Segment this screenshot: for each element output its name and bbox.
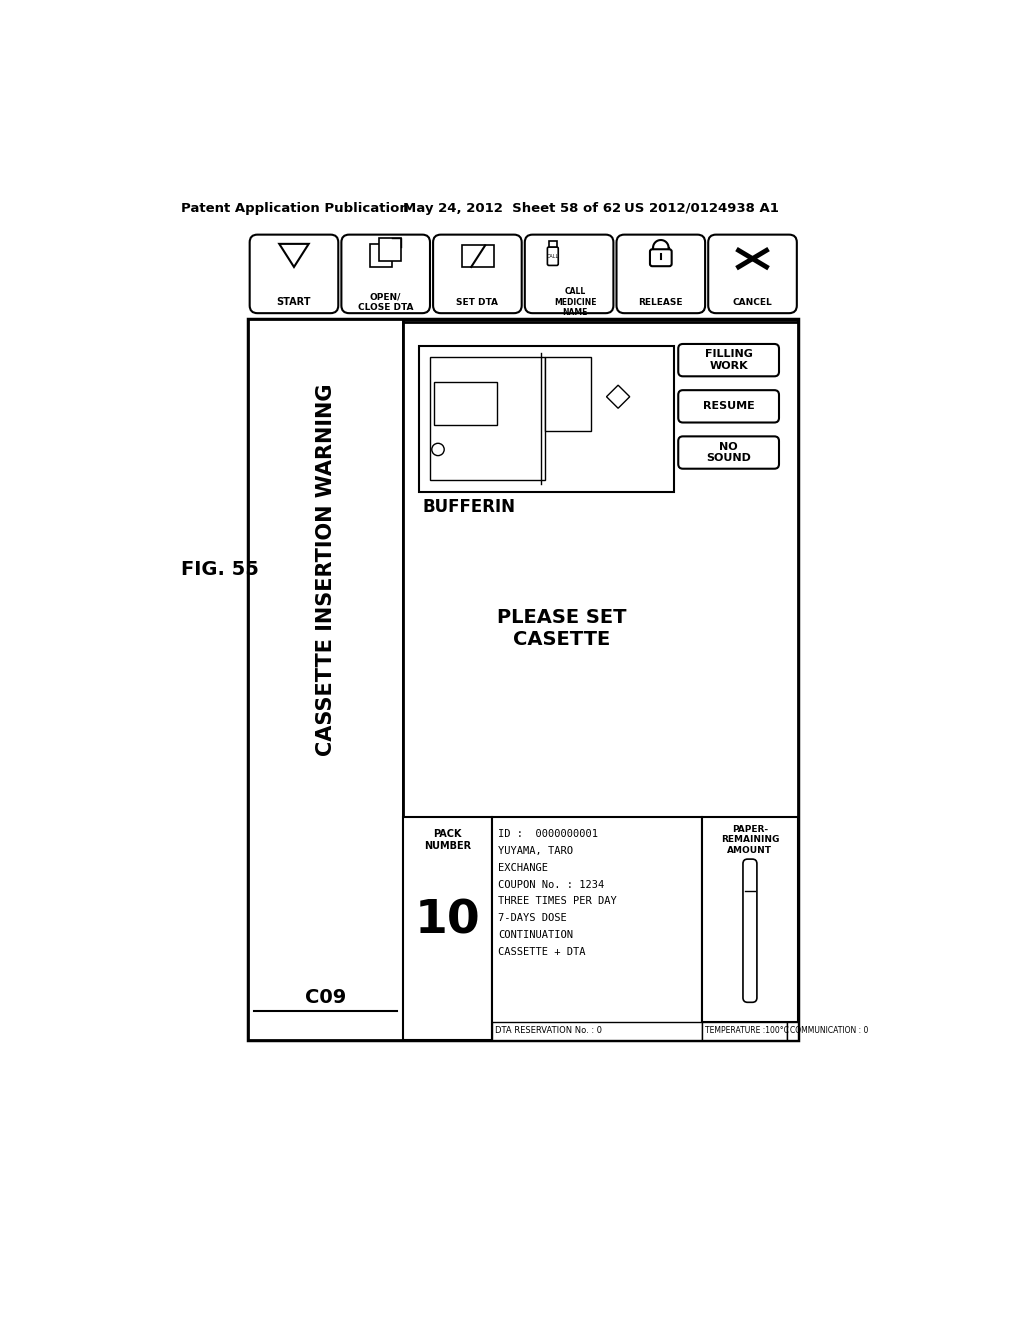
Polygon shape bbox=[462, 246, 495, 267]
Text: OPEN/
CLOSE DTA: OPEN/ CLOSE DTA bbox=[358, 292, 414, 313]
Bar bbox=[430, 356, 546, 480]
Bar bbox=[493, 1022, 701, 1040]
Text: C09: C09 bbox=[305, 989, 346, 1007]
Bar bbox=[403, 817, 493, 1040]
FancyBboxPatch shape bbox=[548, 247, 558, 265]
Text: START: START bbox=[276, 297, 311, 308]
Text: CANCEL: CANCEL bbox=[732, 298, 772, 306]
Text: May 24, 2012  Sheet 58 of 62: May 24, 2012 Sheet 58 of 62 bbox=[403, 202, 622, 215]
FancyBboxPatch shape bbox=[433, 235, 521, 313]
Bar bbox=[549, 240, 557, 247]
Text: YUYAMA, TARO: YUYAMA, TARO bbox=[499, 846, 573, 855]
FancyBboxPatch shape bbox=[709, 235, 797, 313]
Bar bbox=[493, 817, 701, 1040]
FancyBboxPatch shape bbox=[616, 235, 706, 313]
Bar bbox=[786, 1022, 799, 1040]
Text: 10: 10 bbox=[415, 898, 480, 944]
FancyBboxPatch shape bbox=[678, 437, 779, 469]
Bar bbox=[371, 244, 392, 267]
Text: ID :  0000000001: ID : 0000000001 bbox=[499, 829, 598, 838]
Text: SET DTA: SET DTA bbox=[457, 298, 499, 306]
FancyBboxPatch shape bbox=[678, 391, 779, 422]
Bar bbox=[419, 346, 675, 492]
Text: DTA RESERVATION No. : 0: DTA RESERVATION No. : 0 bbox=[496, 1027, 602, 1035]
Text: TEMPERATURE :100°C: TEMPERATURE :100°C bbox=[705, 1027, 788, 1035]
Bar bbox=[248, 319, 403, 1040]
Bar bbox=[701, 817, 799, 1022]
Text: THREE TIMES PER DAY: THREE TIMES PER DAY bbox=[499, 896, 617, 907]
Bar bbox=[403, 322, 799, 817]
Text: CASSETTE + DTA: CASSETTE + DTA bbox=[499, 948, 586, 957]
Text: EXCHANGE: EXCHANGE bbox=[499, 862, 549, 873]
Text: RESUME: RESUME bbox=[702, 401, 755, 412]
FancyBboxPatch shape bbox=[650, 249, 672, 267]
Text: FIG. 55: FIG. 55 bbox=[180, 560, 259, 579]
Text: NO
SOUND: NO SOUND bbox=[707, 442, 751, 463]
Text: COMMUNICATION : 0: COMMUNICATION : 0 bbox=[790, 1027, 868, 1035]
FancyBboxPatch shape bbox=[743, 859, 757, 1002]
FancyBboxPatch shape bbox=[678, 345, 779, 376]
FancyBboxPatch shape bbox=[341, 235, 430, 313]
Text: CALL
MEDICINE
NAME: CALL MEDICINE NAME bbox=[554, 288, 597, 317]
Bar bbox=[380, 238, 401, 261]
Text: BUFFERIN: BUFFERIN bbox=[423, 498, 515, 516]
Bar bbox=[546, 358, 592, 430]
Text: 7-DAYS DOSE: 7-DAYS DOSE bbox=[499, 913, 567, 924]
Text: US 2012/0124938 A1: US 2012/0124938 A1 bbox=[624, 202, 779, 215]
Text: PACK
NUMBER: PACK NUMBER bbox=[424, 829, 471, 850]
Text: PAPER-
REMAINING
AMOUNT: PAPER- REMAINING AMOUNT bbox=[721, 825, 779, 855]
FancyBboxPatch shape bbox=[524, 235, 613, 313]
Text: PLEASE SET
CASETTE: PLEASE SET CASETTE bbox=[498, 609, 627, 649]
Bar bbox=[248, 319, 799, 1040]
Text: RELEASE: RELEASE bbox=[639, 298, 683, 306]
Text: CASSETTE INSERTION WARNING: CASSETTE INSERTION WARNING bbox=[315, 383, 336, 756]
Text: COUPON No. : 1234: COUPON No. : 1234 bbox=[499, 879, 605, 890]
Text: Patent Application Publication: Patent Application Publication bbox=[180, 202, 409, 215]
Bar bbox=[434, 381, 498, 425]
Text: FILLING
WORK: FILLING WORK bbox=[705, 350, 753, 371]
FancyBboxPatch shape bbox=[250, 235, 338, 313]
Text: CALL: CALL bbox=[547, 253, 559, 259]
Bar bbox=[701, 1022, 786, 1040]
Text: CONTINUATION: CONTINUATION bbox=[499, 931, 573, 940]
